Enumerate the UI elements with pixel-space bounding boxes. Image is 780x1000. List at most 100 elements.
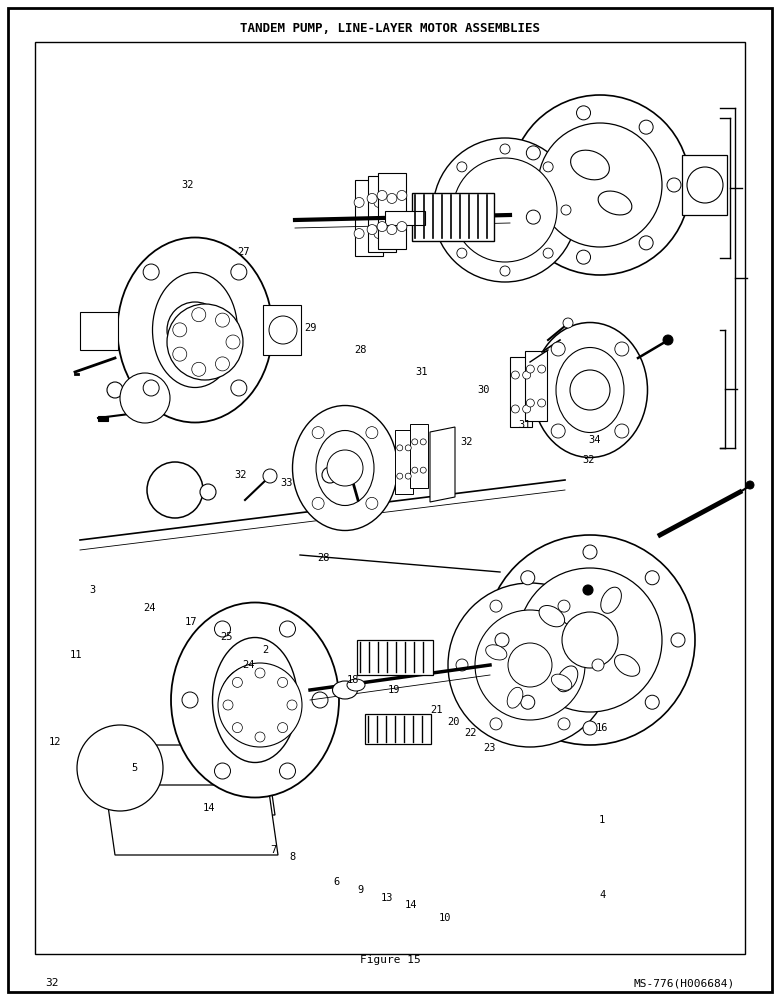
- Text: 11: 11: [70, 650, 83, 660]
- Circle shape: [439, 205, 449, 215]
- Text: 14: 14: [405, 900, 417, 910]
- Circle shape: [312, 497, 324, 509]
- Circle shape: [397, 222, 407, 232]
- Circle shape: [562, 612, 618, 668]
- Circle shape: [583, 585, 593, 595]
- Circle shape: [615, 342, 629, 356]
- Ellipse shape: [615, 655, 640, 676]
- Ellipse shape: [332, 681, 357, 699]
- Circle shape: [457, 162, 467, 172]
- Text: Figure 15: Figure 15: [360, 955, 420, 965]
- Circle shape: [312, 692, 328, 708]
- Circle shape: [94, 742, 146, 794]
- Circle shape: [215, 357, 229, 371]
- Text: 10: 10: [438, 913, 451, 923]
- Circle shape: [144, 380, 159, 396]
- Circle shape: [231, 380, 246, 396]
- Circle shape: [279, 763, 296, 779]
- Circle shape: [173, 347, 186, 361]
- Text: 25: 25: [220, 632, 232, 642]
- Circle shape: [102, 750, 138, 786]
- Bar: [385, 211, 425, 225]
- Bar: [263, 305, 301, 355]
- Circle shape: [215, 621, 231, 637]
- Circle shape: [397, 473, 402, 479]
- Text: 33: 33: [281, 478, 293, 488]
- Ellipse shape: [557, 666, 578, 692]
- Circle shape: [526, 210, 541, 224]
- Text: TANDEM PUMP, LINE-LAYER MOTOR ASSEMBLIES: TANDEM PUMP, LINE-LAYER MOTOR ASSEMBLIES: [240, 21, 540, 34]
- Circle shape: [107, 382, 123, 398]
- Bar: [80, 312, 118, 350]
- Text: 19: 19: [388, 685, 400, 695]
- Circle shape: [366, 427, 378, 439]
- Circle shape: [526, 146, 541, 160]
- Circle shape: [77, 725, 163, 811]
- Circle shape: [223, 700, 233, 710]
- Circle shape: [406, 445, 411, 451]
- Circle shape: [523, 405, 530, 413]
- Circle shape: [495, 633, 509, 647]
- Ellipse shape: [571, 150, 609, 180]
- Circle shape: [85, 733, 155, 803]
- Circle shape: [508, 643, 552, 687]
- Circle shape: [512, 405, 519, 413]
- Ellipse shape: [212, 638, 297, 762]
- Circle shape: [312, 427, 324, 439]
- Text: 6: 6: [334, 877, 340, 887]
- Circle shape: [671, 633, 685, 647]
- Circle shape: [645, 571, 659, 585]
- Circle shape: [192, 362, 206, 376]
- Bar: [395, 430, 413, 494]
- Circle shape: [500, 266, 510, 276]
- Ellipse shape: [153, 272, 237, 387]
- Ellipse shape: [539, 606, 565, 627]
- Bar: [525, 351, 547, 421]
- Circle shape: [551, 424, 565, 438]
- Ellipse shape: [598, 191, 632, 215]
- Circle shape: [263, 469, 277, 483]
- Text: 24: 24: [144, 603, 156, 613]
- Ellipse shape: [486, 645, 507, 660]
- Text: 23: 23: [483, 743, 495, 753]
- Text: 4: 4: [599, 890, 605, 900]
- Circle shape: [377, 222, 387, 232]
- Circle shape: [220, 665, 290, 735]
- Circle shape: [377, 190, 387, 200]
- Ellipse shape: [316, 430, 374, 506]
- Circle shape: [127, 380, 163, 416]
- Circle shape: [448, 583, 612, 747]
- Ellipse shape: [533, 322, 647, 458]
- Circle shape: [485, 535, 695, 745]
- Ellipse shape: [551, 674, 572, 690]
- Text: 28: 28: [317, 553, 330, 563]
- Circle shape: [526, 399, 534, 407]
- Circle shape: [133, 386, 157, 410]
- Text: 7: 7: [270, 845, 276, 855]
- Circle shape: [615, 424, 629, 438]
- Text: 29: 29: [304, 323, 317, 333]
- Circle shape: [576, 106, 590, 120]
- Circle shape: [255, 732, 265, 742]
- Circle shape: [521, 571, 535, 585]
- Circle shape: [387, 225, 397, 235]
- Circle shape: [215, 763, 231, 779]
- Ellipse shape: [171, 602, 339, 798]
- Text: 34: 34: [588, 435, 601, 445]
- Text: 3: 3: [89, 585, 95, 595]
- Circle shape: [367, 225, 377, 235]
- Text: 2: 2: [262, 645, 268, 655]
- Circle shape: [354, 197, 364, 207]
- Text: 17: 17: [185, 617, 197, 627]
- Text: 30: 30: [477, 385, 490, 395]
- Circle shape: [215, 313, 229, 327]
- Circle shape: [490, 600, 502, 612]
- Polygon shape: [430, 427, 455, 502]
- Circle shape: [558, 718, 570, 730]
- Ellipse shape: [601, 587, 622, 613]
- Circle shape: [200, 484, 216, 500]
- Circle shape: [563, 318, 573, 328]
- Ellipse shape: [292, 406, 398, 530]
- Circle shape: [144, 264, 159, 280]
- Circle shape: [639, 120, 653, 134]
